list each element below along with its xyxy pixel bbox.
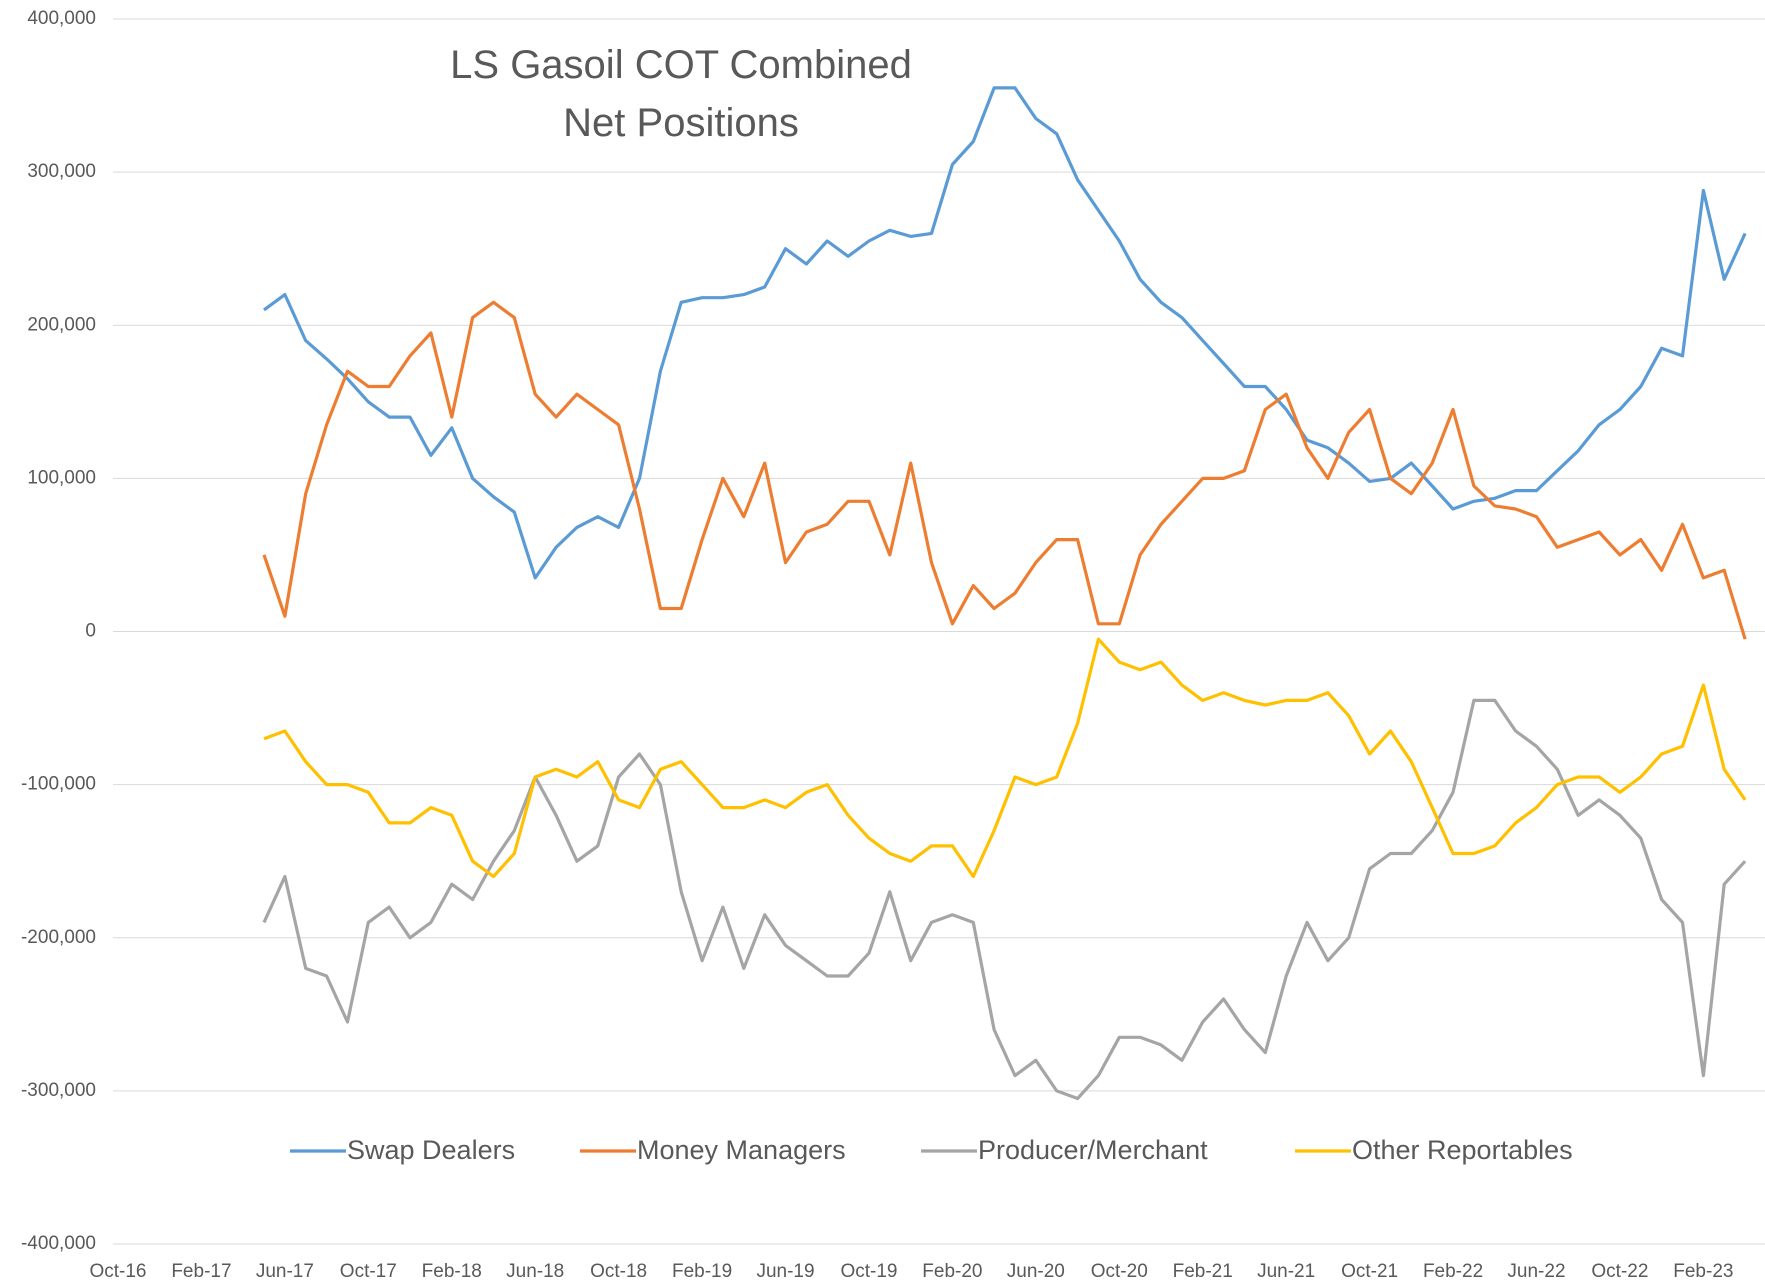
- x-tick-label: Oct-22: [1591, 1261, 1648, 1281]
- y-tick-label: 100,000: [27, 467, 96, 488]
- x-tick-label: Jun-22: [1507, 1261, 1565, 1281]
- x-tick-label: Oct-17: [340, 1261, 397, 1281]
- series-line: [262, 300, 1747, 640]
- x-tick-label: Feb-21: [1173, 1261, 1233, 1281]
- x-tick-label: Jun-20: [1007, 1261, 1065, 1281]
- x-tick-label: Jun-19: [756, 1261, 814, 1281]
- x-tick-label: Jun-21: [1257, 1261, 1315, 1281]
- series-line: [262, 698, 1747, 1101]
- x-tick-label: Oct-20: [1091, 1261, 1148, 1281]
- x-tick-label: Oct-19: [840, 1261, 897, 1281]
- x-tick-label: Jun-18: [506, 1261, 564, 1281]
- y-tick-label: 400,000: [27, 8, 96, 29]
- x-tick-label: Feb-22: [1423, 1261, 1483, 1281]
- legend-label: Swap Dealers: [347, 1135, 515, 1165]
- x-tick-label: Feb-17: [171, 1261, 231, 1281]
- legend-label: Money Managers: [637, 1135, 846, 1165]
- x-tick-label: Feb-18: [422, 1261, 482, 1281]
- x-tick-label: Jun-17: [256, 1261, 314, 1281]
- x-tick-label: Feb-23: [1673, 1261, 1733, 1281]
- y-tick-label: 300,000: [27, 161, 96, 182]
- series-line: [263, 86, 1747, 580]
- y-tick-label: -300,000: [21, 1080, 96, 1101]
- y-tick-label: 0: [85, 621, 96, 642]
- x-tick-label: Feb-20: [922, 1261, 982, 1281]
- legend-label: Producer/Merchant: [978, 1135, 1208, 1165]
- y-tick-label: -100,000: [21, 774, 96, 795]
- legend-label: Other Reportables: [1352, 1135, 1573, 1165]
- y-tick-label: -200,000: [21, 927, 96, 948]
- y-tick-label: 200,000: [27, 314, 96, 335]
- x-tick-label: Oct-16: [89, 1261, 146, 1281]
- x-tick-label: Oct-21: [1341, 1261, 1398, 1281]
- chart-title: LS Gasoil COT Combined Net Positions: [450, 43, 912, 145]
- y-tick-label: -400,000: [21, 1233, 96, 1254]
- x-tick-label: Oct-18: [590, 1261, 647, 1281]
- x-tick-label: Feb-19: [672, 1261, 732, 1281]
- series-line: [263, 637, 1747, 879]
